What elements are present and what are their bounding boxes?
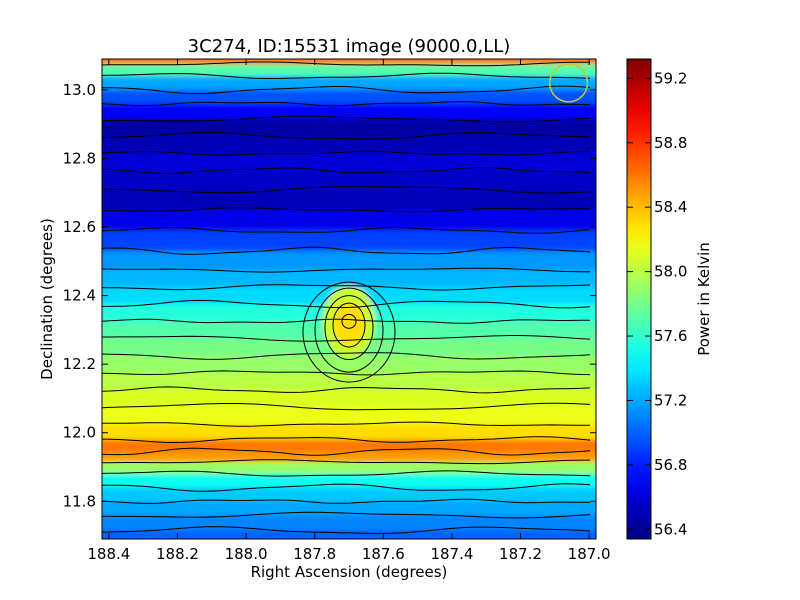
contour-lines bbox=[102, 61, 591, 534]
heatmap-row bbox=[102, 89, 596, 105]
heatmap-rows bbox=[102, 59, 596, 539]
heatmap-row bbox=[102, 209, 596, 232]
y-tick-label: 11.8 bbox=[63, 492, 96, 510]
heatmap-row bbox=[102, 473, 596, 489]
heatmap-row bbox=[102, 461, 596, 475]
contour-line bbox=[102, 318, 591, 324]
x-tick-label: 187.0 bbox=[568, 545, 611, 563]
x-tick-label: 187.6 bbox=[362, 545, 405, 563]
contour-line bbox=[102, 402, 591, 411]
y-tick-label: 12.6 bbox=[63, 218, 96, 236]
heatmap-row bbox=[102, 487, 596, 502]
plot-area bbox=[102, 59, 596, 539]
colorbar-tick-label: 58.4 bbox=[654, 198, 687, 216]
heatmap-row bbox=[102, 424, 596, 441]
contour-line bbox=[102, 72, 591, 79]
plot-frame bbox=[101, 58, 597, 540]
contour-line bbox=[102, 370, 591, 376]
x-tick-label: 188.4 bbox=[87, 545, 130, 563]
contour-line bbox=[102, 150, 590, 156]
peak-contour bbox=[302, 281, 396, 383]
peak-contour bbox=[324, 295, 374, 361]
heatmap-row bbox=[102, 251, 596, 271]
colorbar-label: Power in Kelvin bbox=[695, 242, 713, 356]
heatmap-row bbox=[102, 59, 596, 65]
y-axis-label: Declination (degrees) bbox=[38, 218, 56, 380]
heatmap-row bbox=[102, 76, 596, 91]
y-tick-label: 12.8 bbox=[63, 149, 96, 167]
contour-line bbox=[102, 226, 591, 234]
x-tick-label: 188.2 bbox=[156, 545, 199, 563]
peak-contour bbox=[332, 302, 366, 348]
contour-line bbox=[102, 421, 590, 427]
heatmap-row bbox=[102, 269, 596, 288]
contour-line bbox=[102, 299, 591, 309]
colorbar-tick-label: 57.2 bbox=[654, 391, 687, 409]
peak-contour bbox=[341, 313, 357, 329]
contour-line bbox=[102, 483, 591, 492]
contour-line bbox=[102, 115, 591, 123]
heatmap-row bbox=[102, 530, 596, 539]
contour-line bbox=[102, 167, 591, 174]
y-tick-label: 13.0 bbox=[63, 81, 96, 99]
heatmap-row bbox=[102, 136, 596, 154]
x-axis: 188.4 188.2 188.0 187.8 187.6 187.4 187.2 187.0 bbox=[87, 59, 611, 563]
colorbar-tick-label: 57.6 bbox=[654, 327, 687, 345]
contour-line bbox=[102, 61, 591, 67]
colorbar-tick-label: 58.0 bbox=[654, 263, 687, 281]
contour-line bbox=[102, 246, 591, 255]
contour-line bbox=[102, 267, 590, 273]
chart-title: 3C274, ID:15531 image (9000.0,LL) bbox=[188, 36, 511, 57]
heatmap-row bbox=[102, 103, 596, 120]
peak-contour bbox=[314, 287, 384, 373]
heatmap-row bbox=[102, 355, 596, 374]
colorbar: 56.4 56.8 57.2 57.6 58.0 58.4 58.8 59.2 bbox=[626, 58, 687, 540]
contour-line bbox=[102, 352, 591, 360]
x-axis-label: Right Ascension (degrees) bbox=[251, 563, 448, 581]
colorbar-gradient bbox=[627, 59, 651, 539]
y-tick-label: 12.0 bbox=[63, 424, 96, 442]
y-axis: 11.8 12.0 12.2 12.4 12.6 12.8 13.0 bbox=[63, 81, 596, 510]
contour-line bbox=[102, 85, 591, 95]
heatmap-row bbox=[102, 170, 596, 190]
heatmap-row bbox=[102, 451, 596, 463]
colorbar-tick-label: 59.2 bbox=[654, 69, 687, 87]
contour-line bbox=[102, 131, 591, 140]
x-tick-label: 187.4 bbox=[430, 545, 473, 563]
colorbar-tick-label: 56.8 bbox=[654, 456, 687, 474]
contour-line bbox=[102, 186, 591, 194]
y-tick-label: 12.4 bbox=[63, 287, 96, 305]
contour-line bbox=[102, 436, 591, 444]
heatmap-row bbox=[102, 501, 596, 516]
contour-line bbox=[102, 470, 591, 477]
heatmap-row bbox=[102, 64, 596, 77]
y-tick-label: 12.2 bbox=[63, 355, 96, 373]
heatmap-row bbox=[102, 439, 596, 453]
heatmap-row bbox=[102, 230, 596, 252]
heatmap-row bbox=[102, 153, 596, 172]
contour-line bbox=[102, 526, 591, 534]
colorbar-ticks: 56.4 56.8 57.2 57.6 58.0 58.4 58.8 59.2 bbox=[627, 69, 687, 538]
x-tick-label: 187.8 bbox=[293, 545, 336, 563]
contour-line bbox=[102, 498, 591, 504]
colorbar-tick-label: 58.8 bbox=[654, 134, 687, 152]
contour-line bbox=[102, 101, 591, 107]
contour-line bbox=[102, 335, 591, 342]
contour-line bbox=[102, 284, 591, 291]
heatmap-row bbox=[102, 407, 596, 425]
contour-line bbox=[102, 386, 591, 394]
contour-line bbox=[102, 207, 591, 213]
contour-line bbox=[102, 459, 590, 465]
beam-circle bbox=[548, 63, 589, 103]
heatmap-row bbox=[102, 189, 596, 211]
contour-line bbox=[102, 447, 591, 456]
x-tick-label: 187.2 bbox=[499, 545, 542, 563]
x-tick-label: 188.0 bbox=[225, 545, 268, 563]
contour-line bbox=[102, 511, 591, 519]
colorbar-tick-label: 56.4 bbox=[654, 520, 687, 538]
colorbar-frame bbox=[626, 58, 652, 540]
